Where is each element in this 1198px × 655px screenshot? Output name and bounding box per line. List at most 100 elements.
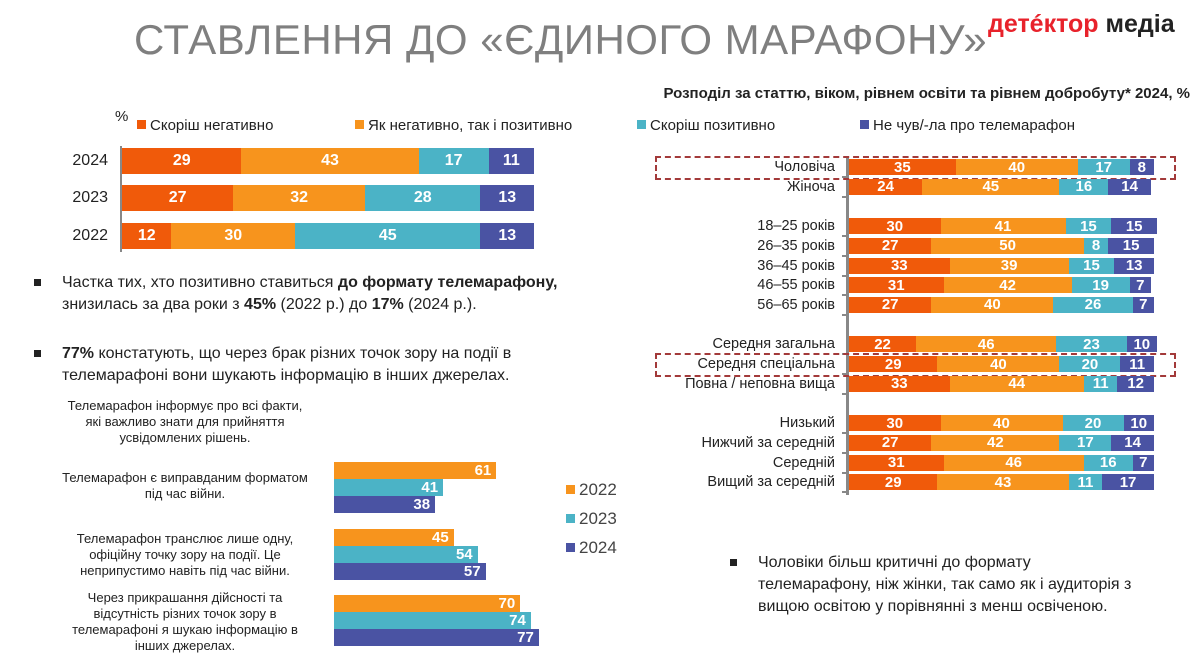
bar-segment: 43 (241, 148, 419, 174)
bar-segment: 27 (849, 237, 932, 254)
bar-segment: 12 (122, 223, 172, 249)
bar-segment: 40 (931, 296, 1054, 313)
axis-tick (842, 432, 847, 435)
bar-segment: 46 (943, 454, 1084, 471)
bar-segment: 46 (916, 336, 1057, 353)
bar-segment: 14 (1108, 178, 1151, 195)
bar-segment: 33 (849, 375, 950, 392)
row-label: Низький (779, 415, 835, 432)
bar-segment: 17 (1077, 159, 1130, 176)
legend-2022: 2022 (566, 480, 617, 500)
legend-negative: Скоріш негативно (137, 117, 273, 134)
bar-segment: 15 (1108, 237, 1154, 254)
bar-segment: 29 (849, 474, 938, 491)
bar-segment: 13 (480, 185, 534, 211)
bar-segment: 7 (1132, 454, 1154, 471)
bar-segment: 24 (849, 178, 923, 195)
axis-tick (842, 176, 847, 178)
bar-segment: 27 (122, 185, 234, 211)
bullet-positive-share: Частка тих, хто позитивно ставиться до ф… (34, 272, 602, 316)
axis-tick (842, 235, 847, 238)
bar-segment: 11 (1068, 474, 1103, 491)
legend-positive: Скоріш позитивно (637, 117, 775, 134)
row-label: 18–25 років (757, 218, 835, 235)
legend-2023: 2023 (566, 509, 617, 529)
bar-segment: 27 (849, 434, 932, 451)
row-label: 36–45 років (757, 257, 835, 274)
page-title: СТАВЛЕННЯ ДО «ЄДИНОГО МАРАФОНУ» (134, 16, 988, 63)
bar-segment: 17 (1102, 474, 1154, 491)
axis-tick (842, 313, 847, 316)
bar-segment: 15 (1068, 257, 1115, 274)
row-label: 56–65 років (757, 296, 835, 313)
statement-label: Телемарафон інформує про всі факти, які … (67, 398, 303, 445)
bar-segment: 20 (1062, 415, 1124, 432)
bar-segment: 17 (1059, 434, 1112, 451)
bar-segment: 33 (849, 257, 950, 274)
bar-segment: 10 (1123, 415, 1154, 432)
bar-segment: 8 (1129, 159, 1154, 176)
bar-2024: 38 (334, 496, 436, 513)
bar-segment: 13 (1114, 257, 1154, 274)
bar-segment: 30 (171, 223, 296, 249)
bar-segment: 7 (1129, 277, 1151, 294)
row-label: 26–35 років (757, 237, 835, 254)
bar-segment: 40 (955, 159, 1078, 176)
bar-segment: 20 (1059, 356, 1121, 373)
axis-tick (842, 254, 847, 257)
legend-mixed: Як негативно, так і позитивно (355, 117, 572, 134)
axis-tick (842, 451, 847, 454)
bar-segment: 29 (122, 148, 242, 174)
bar-segment: 15 (1065, 218, 1112, 235)
bar-segment: 13 (480, 223, 534, 249)
bar-segment: 31 (849, 277, 944, 294)
axis-tick (842, 195, 847, 198)
bar-segment: 17 (418, 148, 489, 174)
bar-segment: 28 (365, 185, 481, 211)
bar-segment: 30 (849, 218, 941, 235)
right-chart-title: Розподіл за статтю, віком, рівнем освіти… (663, 85, 1191, 102)
bar-segment: 35 (849, 159, 956, 176)
statement-label: Телемарафон транслює лише одну, офіційну… (76, 531, 294, 578)
bar-2023: 74 (334, 612, 531, 629)
bar-segment: 16 (1083, 454, 1133, 471)
bar-segment: 7 (1132, 296, 1154, 313)
bar-segment: 26 (1053, 296, 1133, 313)
row-label: Вищий за середній (707, 474, 835, 491)
statement-label: Через прикрашання дійсності та відсутніс… (72, 590, 298, 653)
bullet-77-percent: 77% констатують, що через брак різних то… (34, 343, 602, 387)
bar-segment: 27 (849, 296, 932, 313)
legend-not-heard: Не чув/-ла про телемарафон (860, 117, 1075, 134)
axis-tick (842, 471, 847, 474)
axis-tick (842, 392, 847, 395)
logo: детéктор медіа (988, 10, 1175, 38)
bar-segment: 29 (849, 356, 938, 373)
bar-segment: 31 (849, 454, 944, 471)
bar-segment: 11 (1120, 356, 1154, 373)
bar-segment: 23 (1056, 336, 1127, 353)
axis-tick (842, 294, 847, 297)
bar-segment: 42 (931, 434, 1060, 451)
bar-segment: 32 (233, 185, 366, 211)
bar-segment: 44 (949, 375, 1084, 392)
year-label: 2023 (72, 189, 108, 206)
bar-segment: 30 (849, 415, 941, 432)
row-label: Повна / неповна вища (685, 375, 835, 392)
axis-tick (842, 373, 847, 375)
bar-segment: 14 (1111, 434, 1154, 451)
year-label: 2022 (72, 227, 108, 244)
bar-2023: 41 (334, 479, 444, 496)
bar-segment: 43 (937, 474, 1069, 491)
bar-segment: 11 (488, 148, 534, 174)
row-label: 46–55 років (757, 277, 835, 294)
row-label: Нижчий за середній (701, 434, 835, 451)
bar-segment: 8 (1083, 237, 1109, 254)
axis-line (846, 157, 849, 495)
year-label: 2024 (72, 152, 108, 169)
bar-segment: 45 (922, 178, 1060, 195)
bar-2023: 54 (334, 546, 478, 563)
bar-segment: 19 (1071, 277, 1130, 294)
bullet-men-critical: Чоловіки більш критичні до формату телем… (730, 552, 1148, 618)
bar-segment: 40 (940, 415, 1063, 432)
row-label: Чоловіча (774, 159, 835, 175)
